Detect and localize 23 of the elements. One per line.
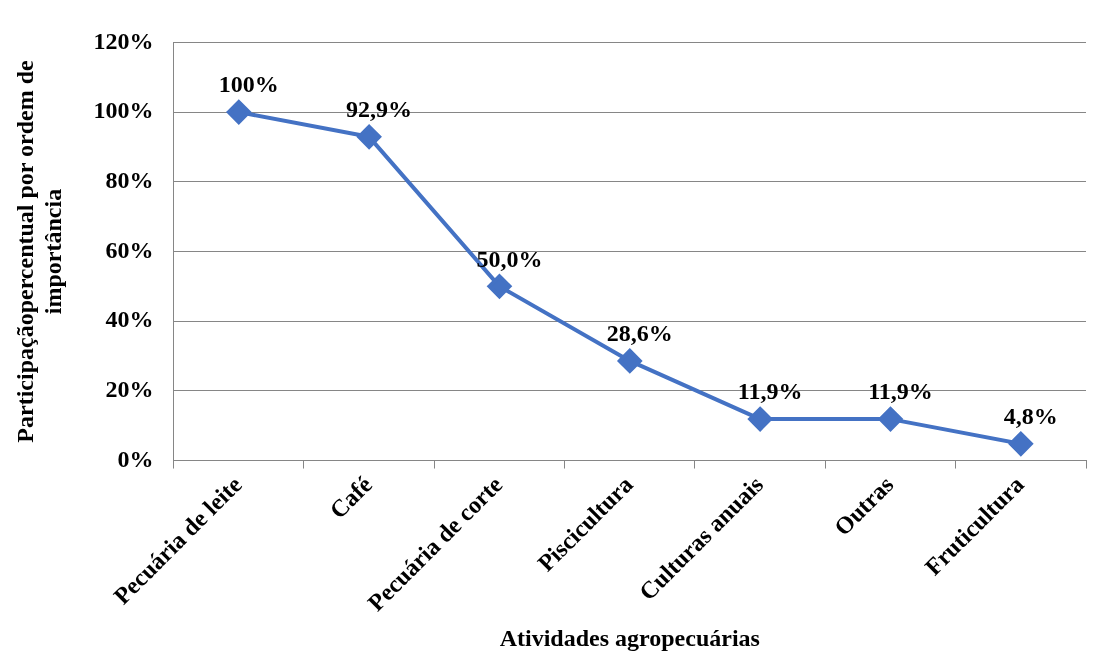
y-tick-label: 120%: [93, 27, 154, 54]
data-label: 92,9%: [346, 96, 413, 123]
point: [617, 348, 642, 373]
y-tick-label: 60%: [105, 236, 154, 263]
point: [487, 274, 512, 299]
x-axis-title: Atividades agropecuárias: [499, 624, 760, 651]
point: [226, 100, 251, 125]
data-label: 100%: [218, 71, 279, 98]
point: [748, 407, 773, 432]
data-label: 11,9%: [737, 378, 803, 405]
point: [1008, 431, 1033, 456]
y-tick-label: 0%: [117, 445, 154, 472]
y-tick-label: 100%: [93, 97, 154, 124]
y-tick-label: 40%: [105, 306, 154, 333]
data-label: 4,8%: [1003, 403, 1058, 430]
y-tick-label: 80%: [105, 166, 154, 193]
point: [878, 407, 903, 432]
y-axis-title: Participaçãopercentual por ordem de importância: [11, 59, 67, 443]
data-label: 50,0%: [476, 245, 543, 272]
y-tick-label: 20%: [105, 376, 154, 403]
data-label: 11,9%: [868, 378, 933, 405]
point: [357, 124, 382, 149]
data-label: 28,6%: [606, 320, 673, 347]
